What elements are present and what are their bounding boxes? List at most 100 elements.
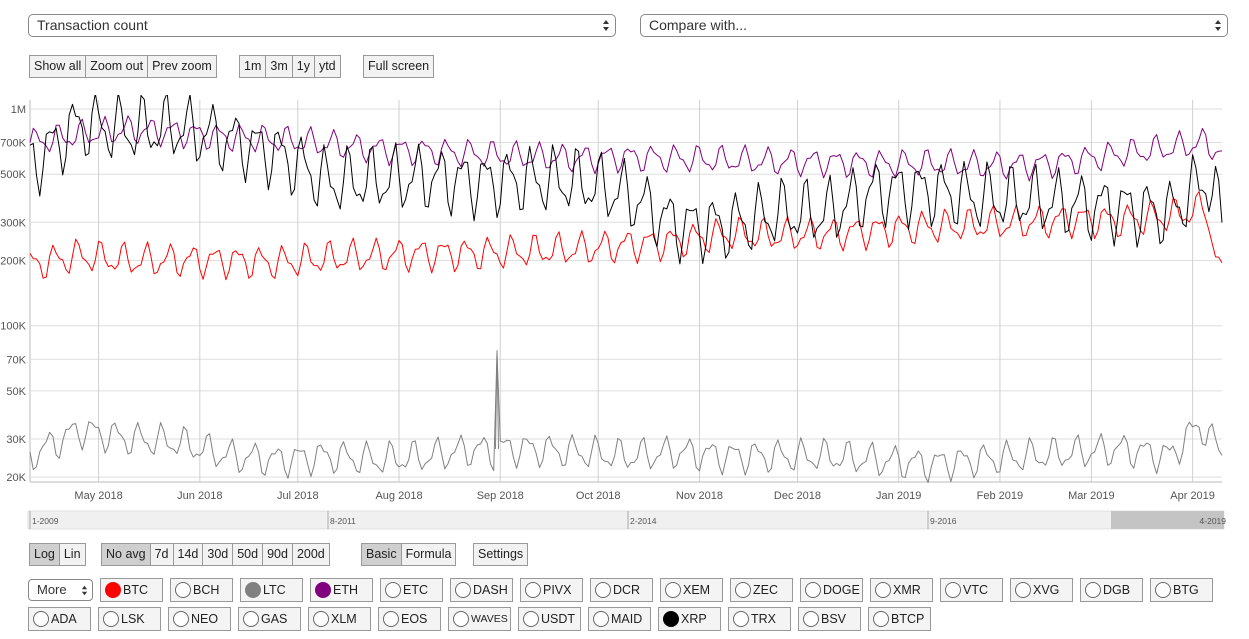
coin-radio-icon[interactable]	[33, 611, 49, 627]
coin-radio-icon[interactable]	[873, 611, 889, 627]
basic-mode-button[interactable]: Basic	[361, 543, 402, 566]
navigator-label: 2-2014	[630, 516, 657, 526]
avg-200d-button[interactable]: 200d	[291, 543, 330, 566]
coin-radio-icon[interactable]	[735, 582, 751, 598]
coin-radio-icon[interactable]	[593, 611, 609, 627]
coin-toggle-xrp[interactable]: XRP	[658, 607, 721, 631]
coin-toggle-btc[interactable]: BTC	[100, 578, 163, 602]
range-1m-button[interactable]: 1m	[239, 55, 267, 78]
coin-radio-icon[interactable]	[173, 611, 189, 627]
full-screen-button[interactable]: Full screen	[363, 55, 435, 78]
range-navigator[interactable]: 1-2009 8-2011 2-2014 9-2016 4-2019	[27, 510, 1227, 530]
more-select-label: More	[37, 582, 67, 597]
show-all-button[interactable]: Show all	[29, 55, 87, 78]
coin-toggle-zec[interactable]: ZEC	[730, 578, 793, 602]
coin-toggle-usdt[interactable]: USDT	[518, 607, 581, 631]
coin-radio-icon[interactable]	[175, 582, 191, 598]
coin-toggle-dash[interactable]: DASH	[450, 578, 513, 602]
avg-90d-button[interactable]: 90d	[262, 543, 293, 566]
coin-radio-icon[interactable]	[945, 582, 961, 598]
settings-button[interactable]: Settings	[473, 543, 529, 566]
coin-toggle-ada[interactable]: ADA	[28, 607, 91, 631]
coin-label: USDT	[541, 612, 576, 626]
x-tick-label: May 2018	[74, 490, 122, 502]
avg-50d-button[interactable]: 50d	[232, 543, 264, 566]
select-arrows-icon	[81, 585, 88, 596]
prev-zoom-button[interactable]: Prev zoom	[147, 55, 217, 78]
coin-toggle-bch[interactable]: BCH	[170, 578, 233, 602]
coin-toggle-maid[interactable]: MAID	[588, 607, 651, 631]
coin-toggle-xmr[interactable]: XMR	[870, 578, 933, 602]
coin-radio-icon[interactable]	[663, 611, 679, 627]
range-1y-button[interactable]: 1y	[291, 55, 315, 78]
navigator-selection[interactable]	[1111, 511, 1224, 529]
zoom-out-button[interactable]: Zoom out	[85, 55, 149, 78]
coin-radio-icon[interactable]	[455, 582, 471, 598]
coin-radio-icon[interactable]	[875, 582, 891, 598]
log-scale-button[interactable]: Log	[29, 543, 60, 566]
range-ytd-button[interactable]: ytd	[313, 55, 341, 78]
y-tick-label: 30K	[6, 434, 26, 446]
coin-toggle-btcp[interactable]: BTCP	[868, 607, 931, 631]
x-tick-label: Dec 2018	[774, 490, 821, 502]
coin-toggle-bsv[interactable]: BSV	[798, 607, 861, 631]
coin-toggle-gas[interactable]: GAS	[238, 607, 301, 631]
coin-radio-icon[interactable]	[665, 582, 681, 598]
avg-7d-button[interactable]: 7d	[149, 543, 174, 566]
coin-toggle-pivx[interactable]: PIVX	[520, 578, 583, 602]
x-tick-label: Feb 2019	[977, 490, 1023, 502]
coin-radio-icon[interactable]	[803, 611, 819, 627]
transaction-count-chart[interactable]: 1M 700K 500K 300K 200K 100K 70K 50K 30K 20K May 2…	[0, 95, 1249, 535]
coin-radio-icon[interactable]	[1155, 582, 1171, 598]
avg-14d-button[interactable]: 14d	[172, 543, 204, 566]
coin-toggle-xlm[interactable]: XLM	[308, 607, 371, 631]
coin-radio-icon[interactable]	[805, 582, 821, 598]
coin-toggle-waves[interactable]: WAVES	[448, 607, 511, 631]
coin-radio-icon[interactable]	[733, 611, 749, 627]
coin-label: ETC	[403, 583, 428, 597]
coin-radio-icon[interactable]	[313, 611, 329, 627]
coin-label: XVG	[1033, 583, 1060, 597]
metric-select[interactable]: Transaction count	[28, 14, 616, 37]
coin-radio-icon[interactable]	[523, 611, 539, 627]
coin-label: XRP	[681, 612, 707, 626]
coin-toggle-neo[interactable]: NEO	[168, 607, 231, 631]
coin-radio-icon[interactable]	[1085, 582, 1101, 598]
coin-label: VTC	[963, 583, 988, 597]
avg-30d-button[interactable]: 30d	[202, 543, 234, 566]
navigator-label: 4-2019	[1200, 516, 1227, 526]
navigator-track[interactable]	[27, 510, 1225, 530]
coin-label: LSK	[121, 612, 145, 626]
coin-toggle-dcr[interactable]: DCR	[590, 578, 653, 602]
coin-toggle-xvg[interactable]: XVG	[1010, 578, 1073, 602]
coin-toggle-dgb[interactable]: DGB	[1080, 578, 1143, 602]
coin-radio-icon[interactable]	[1015, 582, 1031, 598]
coin-radio-icon[interactable]	[103, 611, 119, 627]
coin-toggle-eos[interactable]: EOS	[378, 607, 441, 631]
coin-radio-icon[interactable]	[383, 611, 399, 627]
coin-radio-icon[interactable]	[315, 582, 331, 598]
coin-radio-icon[interactable]	[385, 582, 401, 598]
coin-toggle-doge[interactable]: DOGE	[800, 578, 863, 602]
x-tick-label: Jul 2018	[277, 490, 319, 502]
coin-toggle-trx[interactable]: TRX	[728, 607, 791, 631]
coin-radio-icon[interactable]	[595, 582, 611, 598]
coin-toggle-eth[interactable]: ETH	[310, 578, 373, 602]
coin-radio-icon[interactable]	[105, 582, 121, 598]
no-avg-button[interactable]: No avg	[101, 543, 151, 566]
coin-radio-icon[interactable]	[525, 582, 541, 598]
coin-toggle-vtc[interactable]: VTC	[940, 578, 1003, 602]
coin-toggle-etc[interactable]: ETC	[380, 578, 443, 602]
coin-radio-icon[interactable]	[245, 582, 261, 598]
formula-mode-button[interactable]: Formula	[400, 543, 457, 566]
coin-toggle-ltc[interactable]: LTC	[240, 578, 303, 602]
range-3m-button[interactable]: 3m	[265, 55, 293, 78]
lin-scale-button[interactable]: Lin	[58, 543, 86, 566]
coin-radio-icon[interactable]	[453, 611, 469, 627]
coin-radio-icon[interactable]	[243, 611, 259, 627]
coin-toggle-lsk[interactable]: LSK	[98, 607, 161, 631]
more-coins-select[interactable]: More	[28, 579, 93, 601]
compare-select[interactable]: Compare with...	[640, 14, 1228, 37]
coin-toggle-btg[interactable]: BTG	[1150, 578, 1213, 602]
coin-toggle-xem[interactable]: XEM	[660, 578, 723, 602]
